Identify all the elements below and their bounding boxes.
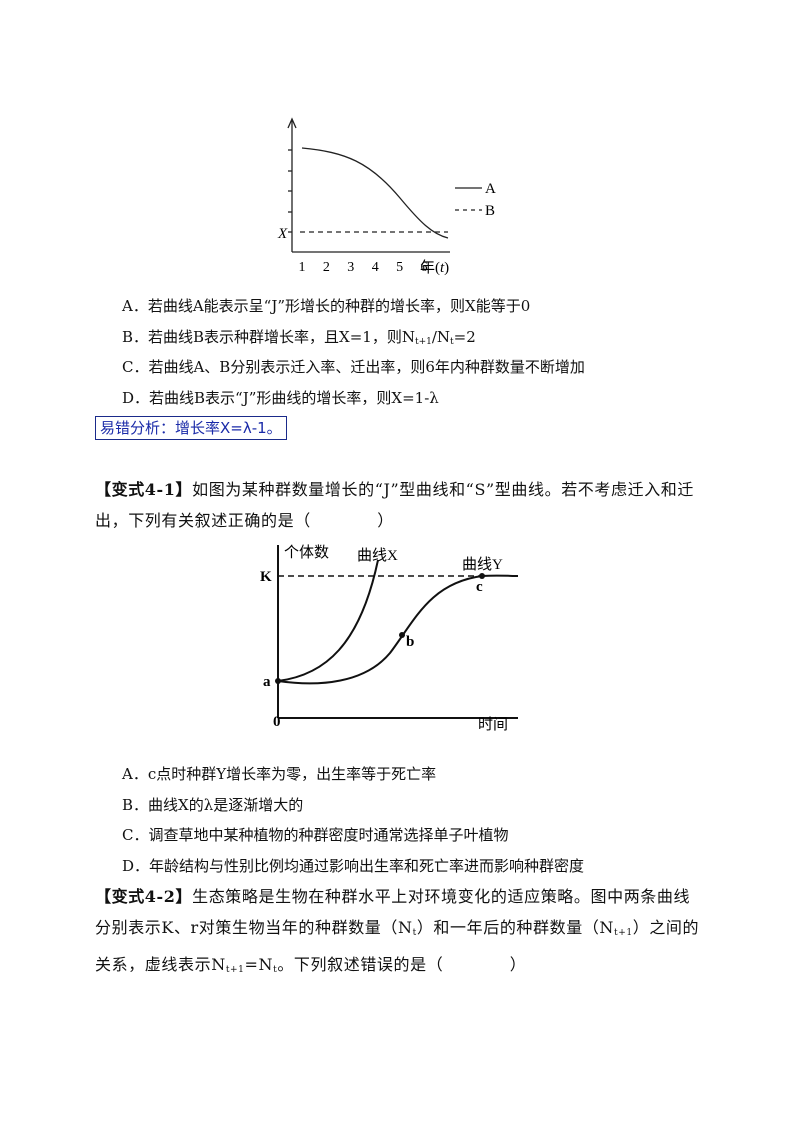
text-run: 生态策略是生物在种群水平上对环境变化的适应策略。图中两条曲线分别表示K、r对策生… <box>95 887 691 937</box>
curve-x <box>277 559 379 682</box>
option: C．若曲线A、B分别表示迁入率、迁出率，则6年内种群数量不断增加 <box>122 357 585 377</box>
point-b <box>399 632 405 638</box>
point-a-label: a <box>263 674 271 690</box>
text-run: ）之间的关系，虚线表示N <box>95 918 700 974</box>
subscript: t+1 <box>414 336 432 347</box>
legend-a: A <box>485 181 496 197</box>
x-tick-label: 5 <box>396 260 403 275</box>
x-tick-label: 1 <box>299 260 306 275</box>
curve-a <box>301 147 449 239</box>
text-run: 如图为某种群数量增长的“J”型曲线和“S”型曲线。若不考虑迁入和迁出，下列有关叙… <box>95 480 695 530</box>
curve-x-label: 曲线X <box>357 547 398 564</box>
option: C．调查草地中某种植物的种群密度时通常选择单子叶植物 <box>122 825 508 845</box>
x-var: t <box>440 260 445 276</box>
x-tick-label: 6 <box>421 260 428 275</box>
labels: 个体数 曲线X 曲线Y 时间 <box>284 544 508 733</box>
variant2-stem: 【变式4-2】生态策略是生物在种群水平上对环境变化的适应策略。图中两条曲线分别表… <box>95 881 700 986</box>
curve-y-label: 曲线Y <box>462 556 503 573</box>
figure-1: X 1 2 3 4 5 6 年(t) A B <box>277 117 496 276</box>
text-run: C．调查草地中某种植物的种群密度时通常选择单子叶植物 <box>122 826 509 844</box>
x-ticks: 1 2 3 4 5 6 <box>299 260 428 275</box>
variant2-text: 生态策略是生物在种群水平上对环境变化的适应策略。图中两条曲线分别表示K、r对策生… <box>95 887 700 975</box>
subscript: t <box>450 336 454 347</box>
text-run: =N <box>244 955 274 974</box>
point-b-label: b <box>406 634 414 650</box>
variant2-label: 【变式4-2】 <box>95 887 193 906</box>
option: A．若曲线A能表示呈“J”形增长的种群的增长率，则X能等于0 <box>122 296 530 316</box>
variant1-label: 【变式4-1】 <box>95 480 193 499</box>
text-run: 。下列叙述错误的是（ ） <box>277 955 527 974</box>
text-run: C．若曲线A、B分别表示迁入率、迁出率，则6年内种群数量不断增加 <box>122 358 585 376</box>
text-run: ）和一年后的种群数量（N <box>416 918 615 937</box>
text-run: D．年龄结构与性别比例均通过影响出生率和死亡率进而影响种群密度 <box>122 856 585 875</box>
subscript: t <box>412 928 417 938</box>
variant1-text: 如图为某种群数量增长的“J”型曲线和“S”型曲线。若不考虑迁入和迁出，下列有关叙… <box>95 480 694 530</box>
origin-label: 0 <box>273 714 281 730</box>
text-run: A．c点时种群Y增长率为零，出生率等于死亡率 <box>122 765 437 783</box>
subscript: t+1 <box>225 965 245 975</box>
text-run: B．若曲线B表示种群增长率，且X=1，则N <box>122 327 415 346</box>
y-arrow <box>287 117 297 129</box>
subscript: t+1 <box>614 928 633 938</box>
variant1-stem: 【变式4-1】如图为某种群数量增长的“J”型曲线和“S”型曲线。若不考虑迁入和迁… <box>95 474 700 536</box>
text-run: /N <box>431 327 451 346</box>
curve-y <box>277 574 519 685</box>
option: D．若曲线B表示“J”形曲线的增长率，则X=1-λ <box>122 388 439 408</box>
subscript: t <box>273 965 278 975</box>
y-label: 个体数 <box>284 544 329 561</box>
x-label-end: ) <box>444 260 449 276</box>
figure-2: 个体数 曲线X 曲线Y 时间 K a b c 0 <box>260 544 519 733</box>
x-label-text: 年( <box>420 259 440 276</box>
x-tick-label: 3 <box>347 260 354 275</box>
axes <box>287 117 482 253</box>
legend-b: B <box>485 203 495 219</box>
x-label: 年(t) <box>420 259 449 276</box>
x-tick-label: 4 <box>372 260 379 275</box>
text-run: A．若曲线A能表示呈“J”形增长的种群的增长率，则X能等于0 <box>122 297 531 315</box>
marks: K a b c 0 <box>260 569 483 730</box>
point-c-label: c <box>476 579 483 595</box>
x-label: 时间 <box>478 716 508 733</box>
option: A．c点时种群Y增长率为零，出生率等于死亡率 <box>122 764 436 784</box>
axes <box>277 545 519 719</box>
point-c <box>479 573 485 579</box>
text-run: B．曲线X的λ是逐渐增大的 <box>122 795 304 814</box>
y-mark: X <box>277 226 288 242</box>
text-run: =2 <box>453 327 476 346</box>
option: B．曲线X的λ是逐渐增大的 <box>122 795 303 815</box>
option: B．若曲线B表示种群增长率，且X=1，则Nt+1/Nt=2 <box>122 327 476 352</box>
point-a <box>275 678 281 684</box>
text-run: D．若曲线B表示“J”形曲线的增长率，则X=1-λ <box>122 388 439 407</box>
k-label: K <box>260 569 272 585</box>
option: D．年龄结构与性别比例均通过影响出生率和死亡率进而影响种群密度 <box>122 856 584 876</box>
x-tick-label: 2 <box>323 260 330 275</box>
analysis-box: 易错分析：增长率X=λ-1。 <box>95 416 287 440</box>
